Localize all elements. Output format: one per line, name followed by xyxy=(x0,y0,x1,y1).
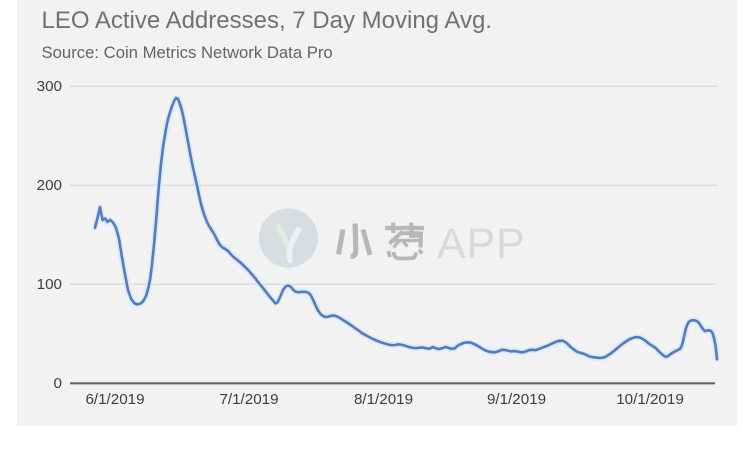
svg-text:9/1/2019: 9/1/2019 xyxy=(487,391,546,408)
svg-text:7/1/2019: 7/1/2019 xyxy=(219,391,278,408)
svg-text:6/1/2019: 6/1/2019 xyxy=(85,391,144,408)
svg-text:Source: Coin Metrics Network D: Source: Coin Metrics Network Data Pro xyxy=(42,43,333,62)
svg-text:300: 300 xyxy=(37,78,62,95)
svg-text:APP: APP xyxy=(437,220,525,268)
svg-text:100: 100 xyxy=(37,276,62,293)
svg-text:8/1/2019: 8/1/2019 xyxy=(354,391,413,408)
svg-text:10/1/2019: 10/1/2019 xyxy=(616,391,684,408)
svg-text:0: 0 xyxy=(54,375,62,392)
svg-text:200: 200 xyxy=(37,177,62,194)
svg-text:LEO Active Addresses, 7 Day Mo: LEO Active Addresses, 7 Day Moving Avg. xyxy=(42,7,492,34)
